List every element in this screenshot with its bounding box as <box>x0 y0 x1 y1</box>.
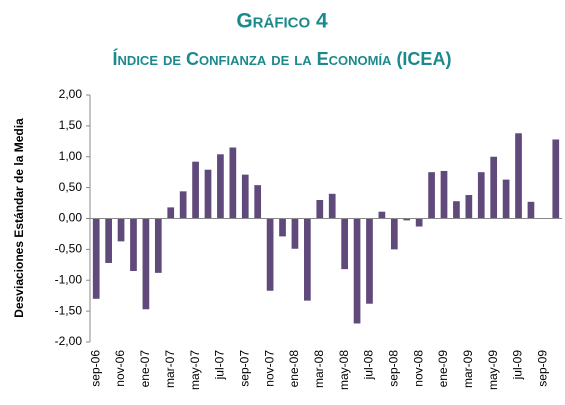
bar <box>241 174 249 219</box>
bar <box>353 218 361 324</box>
bar <box>366 218 373 304</box>
bar <box>142 218 150 310</box>
bar <box>390 218 398 250</box>
y-tick-label: 1,00 <box>59 149 83 163</box>
bar <box>130 218 137 271</box>
y-tick-label: 1,50 <box>59 118 83 132</box>
y-tick-label: 2,00 <box>59 87 83 101</box>
x-tick-label: mar-09 <box>461 350 475 388</box>
x-tick-label: sep-09 <box>536 350 550 387</box>
x-tick-label: jul-09 <box>511 350 525 381</box>
bar <box>316 199 324 219</box>
bar <box>105 218 112 263</box>
y-tick-label: -1,00 <box>55 272 83 286</box>
bar <box>328 193 336 219</box>
bar <box>167 207 175 219</box>
bar <box>465 195 473 219</box>
x-tick-label: sep-06 <box>88 350 102 387</box>
bar <box>279 218 286 237</box>
y-tick-label: 0,00 <box>59 211 83 225</box>
bar <box>291 218 299 249</box>
x-tick-label: jul-07 <box>213 350 227 381</box>
y-tick-label: -0,50 <box>55 242 83 256</box>
x-tick-label: ene-07 <box>138 350 152 388</box>
chart-subtitle: Índice de Confianza de la Economía (ICEA… <box>113 48 452 69</box>
bar <box>179 191 187 219</box>
bar <box>403 218 411 221</box>
x-tick-label: mar-07 <box>163 350 177 388</box>
bar <box>415 218 423 227</box>
x-tick-label: nov-08 <box>411 350 425 387</box>
x-tick-label: nov-06 <box>113 350 127 387</box>
bar <box>217 154 224 219</box>
y-tick-label: -1,50 <box>55 303 83 317</box>
bar <box>527 201 535 219</box>
y-axis-label: Desviaciones Estándar de la Media <box>12 118 26 318</box>
bar <box>92 218 100 299</box>
bar <box>341 218 348 270</box>
x-tick-label: jul-08 <box>362 350 376 381</box>
bar <box>254 185 262 219</box>
bar <box>204 169 212 219</box>
bar <box>229 147 237 219</box>
bar <box>477 172 485 219</box>
bar <box>154 218 162 273</box>
x-tick-label: sep-08 <box>386 350 400 387</box>
bar <box>502 179 510 219</box>
bar <box>304 218 311 301</box>
bar <box>552 139 560 219</box>
y-tick-label: -2,00 <box>55 334 83 348</box>
x-tick-label: may-08 <box>337 350 351 390</box>
chart-title: Gráfico 4 <box>236 10 328 33</box>
bar <box>490 156 498 219</box>
y-tick-label: 0,50 <box>59 180 83 194</box>
bar <box>378 211 386 219</box>
bar <box>515 133 522 219</box>
x-tick-label: ene-08 <box>287 350 301 388</box>
x-tick-label: may-07 <box>188 350 202 390</box>
bar <box>428 172 435 219</box>
bar <box>440 170 448 219</box>
x-tick-label: ene-09 <box>436 350 450 388</box>
x-tick-label: may-09 <box>486 350 500 390</box>
x-tick-label: mar-08 <box>312 350 326 388</box>
x-tick-label: nov-07 <box>262 350 276 387</box>
bar <box>266 218 274 291</box>
bar <box>453 201 460 219</box>
bar <box>117 218 125 242</box>
bar <box>192 161 199 219</box>
x-tick-label: sep-07 <box>237 350 251 387</box>
